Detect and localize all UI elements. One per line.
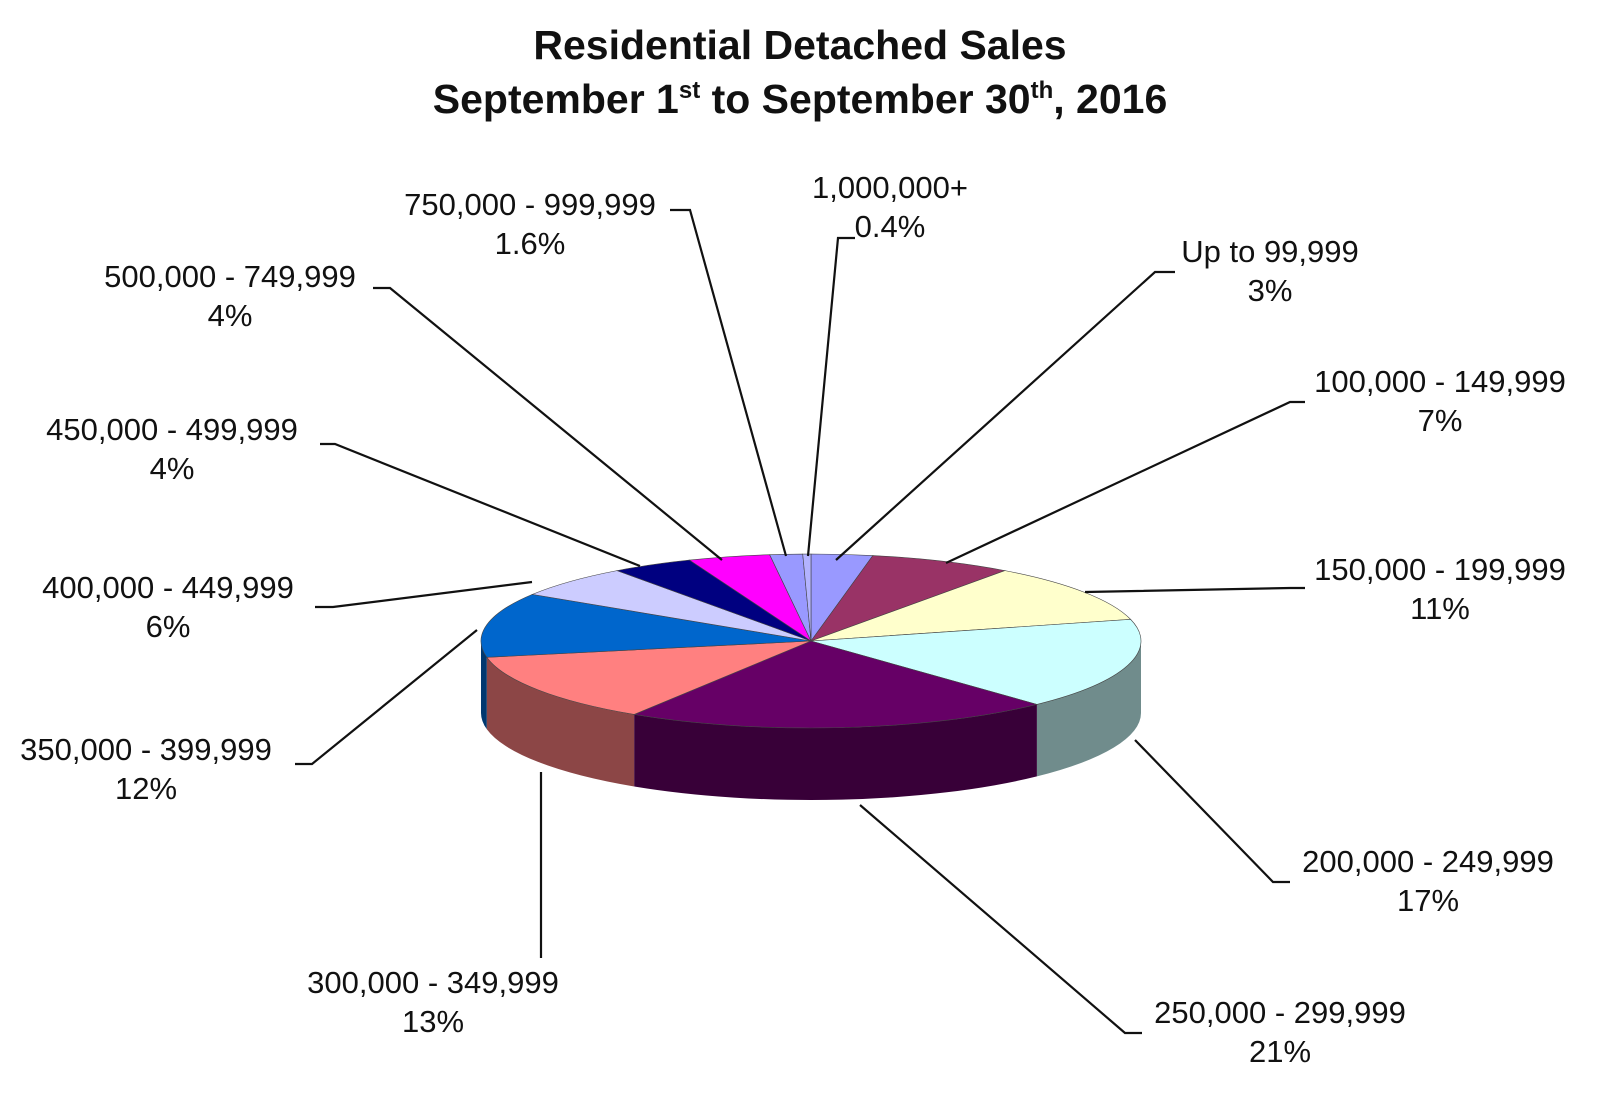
- slice-percent-label: 21%: [1249, 1034, 1311, 1069]
- title-part3: , 2016: [1053, 76, 1168, 122]
- slice-percent-label: 13%: [402, 1004, 464, 1039]
- pie-slice-wall: [486, 657, 635, 787]
- slice-range-label: 200,000 - 249,999: [1302, 844, 1554, 879]
- slice-percent-label: 1.6%: [495, 226, 566, 261]
- leader-line: [806, 236, 855, 557]
- slice-range-label: 350,000 - 399,999: [20, 732, 272, 767]
- title-part2: to September 30: [700, 76, 1031, 122]
- leader-line: [945, 400, 1305, 564]
- slice-percent-label: 4%: [208, 298, 253, 333]
- slice-percent-label: 11%: [1410, 591, 1470, 626]
- leader-line: [670, 208, 788, 557]
- pie-slice: [810, 619, 1142, 705]
- pie-slice: [810, 570, 1132, 642]
- leader-line: [315, 580, 533, 609]
- pie-slice-wall: [481, 641, 487, 730]
- pie-slice: [810, 555, 1007, 642]
- pie-labels: Up to 99,999 3% 100,000 - 149,999 7% 150,000…: [20, 170, 1566, 1069]
- leader-line: [859, 804, 1142, 1035]
- slice-range-label: 300,000 - 349,999: [307, 965, 559, 1000]
- pie-slice: [486, 640, 812, 715]
- pie-slice: [802, 553, 812, 642]
- leader-line: [835, 270, 1175, 561]
- slice-range-label: 400,000 - 449,999: [42, 570, 294, 605]
- leader-line: [1134, 739, 1290, 884]
- title-sup2: th: [1030, 77, 1054, 104]
- slice-range-label: 500,000 - 749,999: [104, 259, 356, 294]
- slice-percent-label: 7%: [1418, 403, 1463, 438]
- leader-line: [373, 286, 723, 561]
- slice-percent-label: 4%: [150, 451, 195, 486]
- slice-percent-label: 3%: [1248, 273, 1293, 308]
- slice-percent-label: 17%: [1397, 883, 1459, 918]
- slice-range-label: 250,000 - 299,999: [1154, 995, 1406, 1030]
- slice-range-label: 100,000 - 149,999: [1314, 364, 1566, 399]
- title-sup1: st: [678, 77, 701, 104]
- leader-line: [320, 442, 641, 568]
- slice-percent-label: 0.4%: [855, 209, 926, 244]
- slice-range-label: 150,000 - 199,999: [1314, 552, 1566, 587]
- slice-percent-label: 12%: [115, 771, 177, 806]
- slice-range-label: 750,000 - 999,999: [404, 187, 656, 222]
- pie-slice-wall: [634, 704, 1037, 800]
- chart-title-line2: September 1st to September 30th, 2016: [0, 72, 1600, 126]
- chart-title: Residential Detached Sales September 1st…: [0, 18, 1600, 126]
- slice-range-label: 1,000,000+: [812, 170, 968, 205]
- pie-slices: [480, 553, 1142, 800]
- pie-slice: [633, 640, 1039, 729]
- title-part1: September 1: [432, 76, 679, 122]
- slice-range-label: Up to 99,999: [1181, 234, 1359, 269]
- pie-slice: [531, 570, 812, 642]
- pie-slice: [480, 594, 812, 658]
- slice-percent-label: 6%: [146, 609, 191, 644]
- pie-slice-wall: [1036, 641, 1141, 777]
- slice-range-label: 450,000 - 499,999: [46, 412, 298, 447]
- chart-title-line1: Residential Detached Sales: [533, 22, 1067, 68]
- leader-line: [1084, 586, 1305, 594]
- leader-line: [295, 629, 478, 766]
